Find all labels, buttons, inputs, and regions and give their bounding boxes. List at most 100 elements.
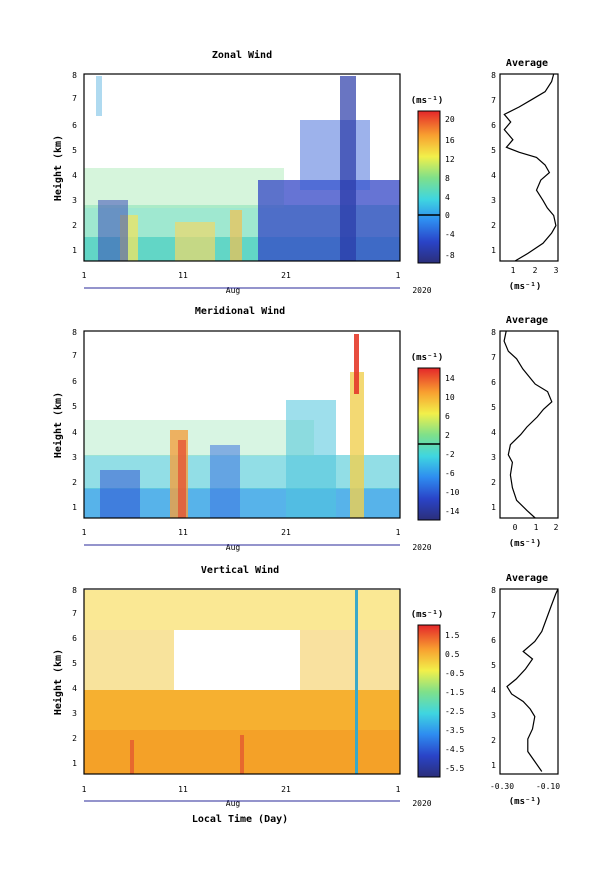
zonal-colorbar-unit: (ms⁻¹) [411, 96, 444, 106]
vertical-xtick-1-sep: 1 [396, 785, 401, 794]
vertical-profile-ytick-1: 1 [491, 761, 496, 770]
vertical-cbar-tick-m5-5: -5.5 [445, 764, 464, 773]
zonal-ytick-8: 8 [72, 71, 77, 80]
meridional-ytick-2: 2 [72, 478, 77, 487]
zonal-profile-ytick-2: 2 [491, 221, 496, 230]
meridional-cbar-tick-m10: -10 [445, 488, 460, 497]
zonal-profile-line [503, 73, 557, 262]
meridional-ytick-6: 6 [72, 377, 77, 386]
vertical-profile-ytick-3: 3 [491, 711, 496, 720]
zonal-xtick-11: 11 [178, 271, 188, 280]
meridional-ytick-7: 7 [72, 351, 77, 360]
vertical-ytick-4: 4 [72, 684, 77, 693]
zonal-profile-frame [499, 73, 559, 262]
meridional-ylabel: Height (km) [52, 392, 64, 458]
vertical-cbar-tick-0-5: 0.5 [445, 650, 460, 659]
vertical-colorbar [417, 624, 441, 778]
meridional-xtick-11: 11 [178, 528, 188, 537]
meridional-profile-title: Average [506, 315, 548, 326]
zonal-cbar-tick-m4: -4 [445, 230, 455, 239]
vertical-wind-title: Vertical Wind [201, 564, 279, 576]
zonal-profile-ytick-8: 8 [491, 71, 496, 80]
vertical-cbar-tick-m3-5: -3.5 [445, 726, 464, 735]
vertical-profile-title: Average [506, 573, 548, 584]
meridional-wind-title: Meridional Wind [195, 305, 285, 317]
meridional-cbar-tick-14: 14 [445, 374, 455, 383]
zonal-cbar-tick-m8: -8 [445, 251, 455, 260]
meridional-profile-line [503, 330, 553, 519]
vertical-cbar-tick-m0-5: -0.5 [445, 669, 464, 678]
zonal-cbar-tick-0: 0 [445, 211, 450, 220]
vertical-ytick-5: 5 [72, 659, 77, 668]
meridional-ytick-5: 5 [72, 402, 77, 411]
meridional-cbar-tick-6: 6 [445, 412, 450, 421]
meridional-xtick-1-sep: 1 [396, 528, 401, 537]
zonal-profile-ytick-7: 7 [491, 96, 496, 105]
vertical-cbar-tick-m2-5: -2.5 [445, 707, 464, 716]
zonal-profile-ytick-6: 6 [491, 121, 496, 130]
vertical-ytick-8: 8 [72, 586, 77, 595]
meridional-xtick-21: 21 [281, 528, 291, 537]
vertical-heatmap [84, 590, 400, 774]
meridional-xtick-1: 1 [82, 528, 87, 537]
vertical-xtick-1: 1 [82, 785, 87, 794]
vertical-ylabel: Height (km) [52, 649, 64, 715]
zonal-ytick-1: 1 [72, 246, 77, 255]
vertical-ytick-2: 2 [72, 734, 77, 743]
zonal-profile-xlabel: (ms⁻¹) [509, 282, 542, 292]
vertical-profile-line [506, 588, 559, 772]
meridional-profile-frame [499, 330, 559, 519]
zonal-ytick-5: 5 [72, 146, 77, 155]
meridional-heatmap [84, 334, 400, 518]
zonal-profile-xtick-3: 3 [554, 266, 559, 275]
meridional-wind-panel: Meridional Wind 8 7 6 5 4 3 2 1 1 11 21 [52, 305, 559, 552]
vertical-profile-ytick-5: 5 [491, 661, 496, 670]
zonal-year-label: 2020 [412, 286, 431, 295]
vertical-xtick-21: 21 [281, 785, 291, 794]
vertical-profile-xtick-m0-30: -0.30 [490, 782, 514, 791]
zonal-ytick-7: 7 [72, 94, 77, 103]
vertical-wind-panel: Vertical Wind 8 7 6 5 4 3 2 1 1 11 21 1 … [52, 564, 560, 825]
vertical-profile-frame [499, 588, 559, 775]
meridional-plot-frame [83, 330, 401, 519]
zonal-profile-ytick-1: 1 [491, 246, 496, 255]
meridional-colorbar-unit: (ms⁻¹) [411, 353, 444, 363]
meridional-profile-ytick-5: 5 [491, 403, 496, 412]
meridional-month-label: Aug [226, 543, 241, 552]
vertical-ytick-7: 7 [72, 609, 77, 618]
zonal-ylabel: Height (km) [52, 135, 64, 201]
zonal-cbar-tick-16: 16 [445, 136, 455, 145]
meridional-profile-ytick-7: 7 [491, 353, 496, 362]
vertical-cbar-tick-1-5: 1.5 [445, 631, 460, 640]
vertical-profile-ytick-8: 8 [491, 586, 496, 595]
zonal-cbar-tick-8: 8 [445, 174, 450, 183]
zonal-profile-ytick-5: 5 [491, 146, 496, 155]
zonal-heatmap [84, 76, 400, 261]
vertical-profile-ytick-7: 7 [491, 611, 496, 620]
meridional-profile-ytick-6: 6 [491, 378, 496, 387]
meridional-profile-ytick-3: 3 [491, 453, 496, 462]
meridional-profile-xtick-2: 2 [554, 523, 559, 532]
meridional-cbar-tick-m2: -2 [445, 450, 455, 459]
zonal-ytick-4: 4 [72, 171, 77, 180]
meridional-ytick-4: 4 [72, 428, 77, 437]
meridional-profile-ytick-2: 2 [491, 478, 496, 487]
zonal-profile-ytick-3: 3 [491, 196, 496, 205]
vertical-month-label: Aug [226, 799, 241, 808]
vertical-xlabel: Local Time (Day) [192, 813, 288, 825]
zonal-profile-title: Average [506, 58, 548, 69]
meridional-profile-xtick-0: 0 [513, 523, 518, 532]
meridional-year-label: 2020 [412, 543, 431, 552]
vertical-profile-ytick-6: 6 [491, 636, 496, 645]
meridional-ytick-8: 8 [72, 328, 77, 337]
meridional-cbar-tick-2: 2 [445, 431, 450, 440]
zonal-xtick-1-sep: 1 [396, 271, 401, 280]
vertical-cbar-tick-m1-5: -1.5 [445, 688, 464, 697]
meridional-profile-xlabel: (ms⁻¹) [509, 539, 542, 549]
vertical-year-label: 2020 [412, 799, 431, 808]
zonal-xtick-21: 21 [281, 271, 291, 280]
zonal-cbar-tick-20: 20 [445, 115, 455, 124]
vertical-profile-xtick-m0-10: -0.10 [536, 782, 560, 791]
meridional-profile-ytick-4: 4 [491, 428, 496, 437]
